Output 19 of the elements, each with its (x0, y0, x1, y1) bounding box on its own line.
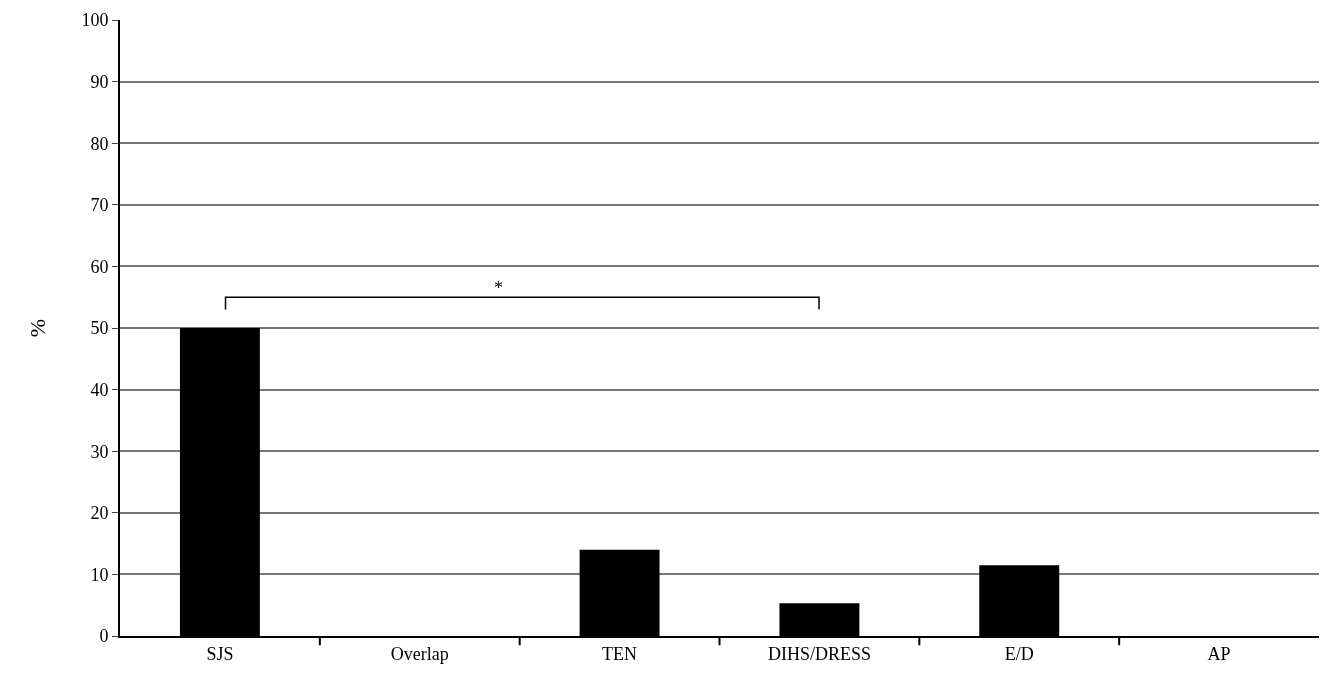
annotation: * (494, 278, 503, 298)
x-tick-label: E/D (1004, 643, 1034, 664)
x-tick-label: AP (1207, 643, 1231, 664)
y-tick-label: 50 (90, 318, 109, 339)
y-tick-label: 70 (90, 195, 109, 216)
y-tick-label: 100 (81, 10, 109, 31)
y-tick-label: 60 (90, 256, 109, 277)
y-tick-label: 40 (90, 379, 109, 400)
y-tick-label: 10 (90, 564, 109, 585)
x-tick-label: TEN (602, 643, 638, 664)
x-tick-label: Overlap (390, 643, 449, 664)
y-axis-title: % (24, 318, 50, 338)
y-tick-label: 90 (90, 71, 109, 92)
x-tick-label: SJS (206, 643, 234, 664)
y-tick-label: 80 (90, 133, 109, 154)
y-tick-label: 0 (99, 626, 109, 647)
x-tick-label: DIHS/DRESS (767, 643, 871, 664)
y-tick-label: 20 (90, 503, 109, 524)
y-tick-label: 30 (90, 441, 109, 462)
